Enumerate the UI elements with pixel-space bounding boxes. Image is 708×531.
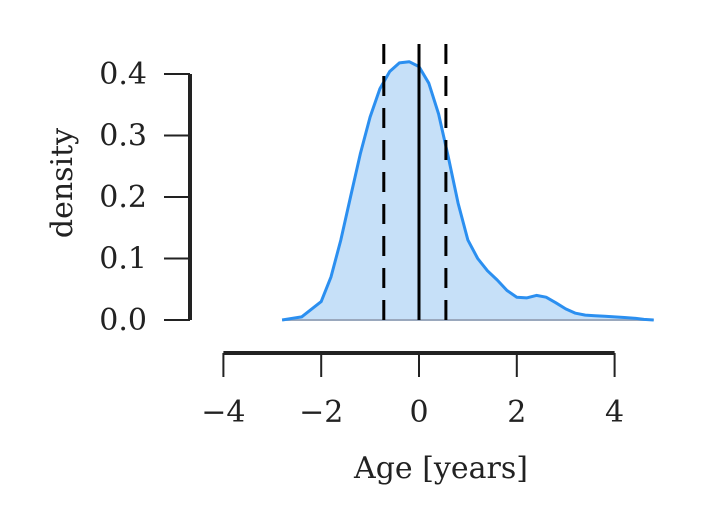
- x-tick-label: 4: [605, 395, 624, 430]
- y-tick-label: 0.3: [99, 119, 147, 154]
- density-area: [282, 61, 654, 320]
- x-tick-label: −2: [299, 395, 343, 430]
- y-tick-label: 0.0: [99, 303, 147, 338]
- x-axis-ticks: −4 −2 0 2 4: [201, 353, 624, 430]
- y-axis: 0.0 0.1 0.2 0.3 0.4: [99, 57, 192, 338]
- x-tick-label: 0: [409, 395, 428, 430]
- y-tick-label: 0.4: [99, 57, 147, 92]
- y-tick-label: 0.1: [99, 242, 147, 277]
- plot-area: [281, 44, 654, 322]
- x-tick-label: 2: [507, 395, 526, 430]
- density-curve: [281, 60, 654, 322]
- y-axis-ticks: 0.0 0.1 0.2 0.3 0.4: [99, 57, 190, 338]
- x-axis-title: Age [years]: [353, 451, 528, 486]
- x-tick-label: −4: [201, 395, 245, 430]
- x-axis: −4 −2 0 2 4: [201, 351, 624, 430]
- y-axis-title: density: [45, 128, 80, 238]
- reference-lines: [382, 44, 448, 320]
- y-tick-label: 0.2: [99, 180, 147, 215]
